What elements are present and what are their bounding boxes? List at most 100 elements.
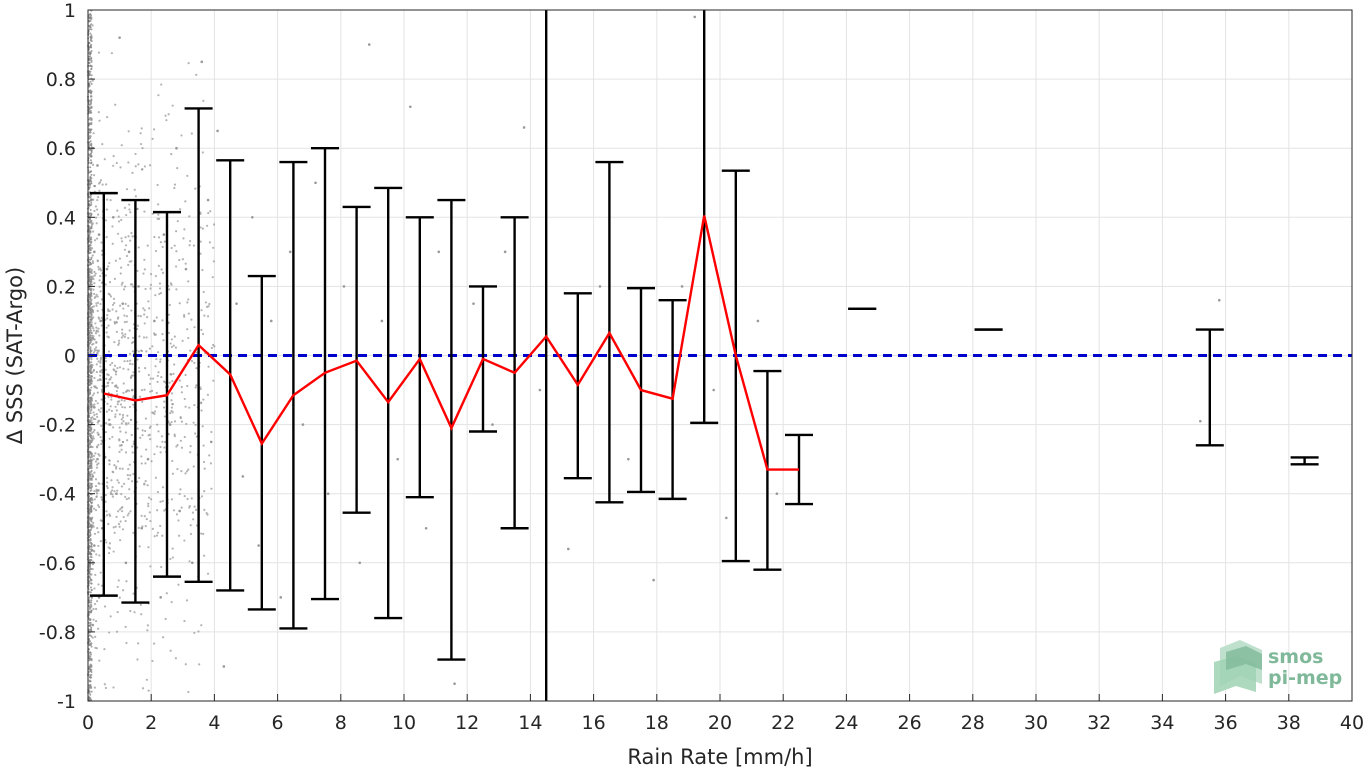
scatter-cloud-point xyxy=(99,302,102,306)
scatter-cloud-point xyxy=(90,378,93,381)
scatter-cloud-point xyxy=(88,599,91,602)
scatter-cloud-point xyxy=(163,509,166,512)
scatter-cloud-point xyxy=(89,311,92,314)
scatter-cloud-point xyxy=(161,333,164,336)
scatter-cloud-point xyxy=(90,465,93,468)
scatter-cloud-point xyxy=(139,436,142,439)
scatter-cloud-point xyxy=(100,496,103,499)
scatter-cloud-point xyxy=(183,435,186,439)
scatter-cloud-point xyxy=(170,246,173,250)
scatter-cloud-point xyxy=(96,379,100,382)
scatter-cloud-point xyxy=(147,496,151,499)
scatter-cloud-point xyxy=(92,288,95,291)
scatter-cloud-point xyxy=(92,316,95,319)
scatter-cloud-point xyxy=(171,403,174,406)
scatter-cloud-point xyxy=(95,329,98,332)
scatter-cloud-point xyxy=(100,407,103,410)
scatter-cloud-point xyxy=(118,426,121,429)
scatter-cloud-point xyxy=(92,411,95,414)
scatter-cloud-point xyxy=(115,515,118,518)
scatter-cloud-point xyxy=(204,301,207,304)
scatter-cloud-point xyxy=(88,85,91,88)
scatter-cloud-point xyxy=(94,620,98,623)
scatter-cloud-point xyxy=(92,311,95,314)
scatter-cloud-point xyxy=(176,467,179,471)
scatter-cloud-point xyxy=(129,283,133,286)
scatter-cloud-point xyxy=(139,142,143,146)
scatter-cloud-point xyxy=(106,335,109,338)
scatter-cloud-point xyxy=(89,567,92,570)
scatter-cloud-point xyxy=(96,208,99,211)
scatter-cloud-point xyxy=(96,446,99,449)
scatter-cloud-point xyxy=(107,423,110,426)
scatter-cloud-point xyxy=(90,36,93,39)
scatter-cloud-point xyxy=(131,235,134,238)
scatter-cloud-point xyxy=(94,460,98,463)
scatter-cloud-point xyxy=(154,249,158,253)
scatter-cloud-point xyxy=(139,132,142,135)
scatter-cloud-point xyxy=(91,261,95,265)
scatter-point-69 xyxy=(503,250,507,254)
scatter-cloud-point xyxy=(89,663,92,666)
scatter-cloud-point xyxy=(203,467,206,470)
x-tick-label-20: 40 xyxy=(1340,712,1364,734)
scatter-cloud-point xyxy=(147,689,150,692)
scatter-cloud-point xyxy=(95,340,98,344)
scatter-point-43 xyxy=(200,60,204,64)
scatter-cloud-point xyxy=(141,687,145,690)
scatter-cloud-point xyxy=(88,187,91,190)
scatter-cloud-point xyxy=(89,64,92,67)
scatter-cloud-point xyxy=(97,360,100,363)
scatter-cloud-point xyxy=(127,130,130,133)
scatter-cloud-point xyxy=(105,510,108,513)
scatter-cloud-point xyxy=(98,334,101,337)
scatter-cloud-point xyxy=(113,301,116,305)
scatter-cloud-point xyxy=(137,246,140,249)
scatter-cloud-point xyxy=(89,516,92,519)
scatter-cloud-point xyxy=(99,571,102,574)
scatter-cloud-point xyxy=(99,374,102,377)
scatter-cloud-point xyxy=(150,460,153,463)
scatter-cloud-point xyxy=(99,269,103,272)
x-tick-label-3: 6 xyxy=(272,712,284,734)
scatter-cloud-point xyxy=(90,155,93,158)
scatter-cloud-point xyxy=(160,375,163,379)
scatter-cloud-point xyxy=(89,474,92,477)
scatter-cloud-point xyxy=(89,271,92,274)
scatter-cloud-point xyxy=(192,465,195,468)
scatter-cloud-point xyxy=(208,241,212,244)
scatter-cloud-point xyxy=(89,412,92,415)
scatter-cloud-point xyxy=(88,13,91,16)
scatter-cloud-point xyxy=(97,453,100,456)
scatter-cloud-point xyxy=(107,381,110,384)
scatter-cloud-point xyxy=(89,318,92,321)
scatter-cloud-point xyxy=(90,609,93,612)
scatter-cloud-point xyxy=(91,254,94,257)
scatter-point-53 xyxy=(279,596,283,599)
y-tick-label-3: -0.4 xyxy=(39,484,76,506)
scatter-cloud-point xyxy=(157,371,160,374)
scatter-cloud-point xyxy=(90,39,93,42)
scatter-point-47 xyxy=(222,665,226,668)
scatter-cloud-point xyxy=(155,391,158,395)
scatter-cloud-point xyxy=(131,171,134,175)
scatter-cloud-point xyxy=(172,509,176,512)
scatter-cloud-point xyxy=(124,422,128,425)
scatter-cloud-point xyxy=(210,430,213,434)
scatter-cloud-point xyxy=(119,272,122,275)
scatter-cloud-point xyxy=(191,511,195,514)
scatter-cloud-point xyxy=(177,534,181,537)
scatter-cloud-point xyxy=(125,254,129,258)
scatter-cloud-point xyxy=(109,363,112,366)
scatter-cloud-point xyxy=(93,209,96,213)
scatter-cloud-point xyxy=(145,350,148,353)
scatter-cloud-point xyxy=(156,531,159,534)
scatter-point-44 xyxy=(206,198,210,202)
scatter-cloud-point xyxy=(104,357,107,360)
scatter-cloud-point xyxy=(109,405,112,408)
scatter-cloud-point xyxy=(88,118,91,121)
scatter-cloud-point xyxy=(88,380,91,383)
scatter-cloud-point xyxy=(156,217,159,220)
scatter-cloud-point xyxy=(92,454,96,457)
scatter-cloud-point xyxy=(137,163,140,166)
